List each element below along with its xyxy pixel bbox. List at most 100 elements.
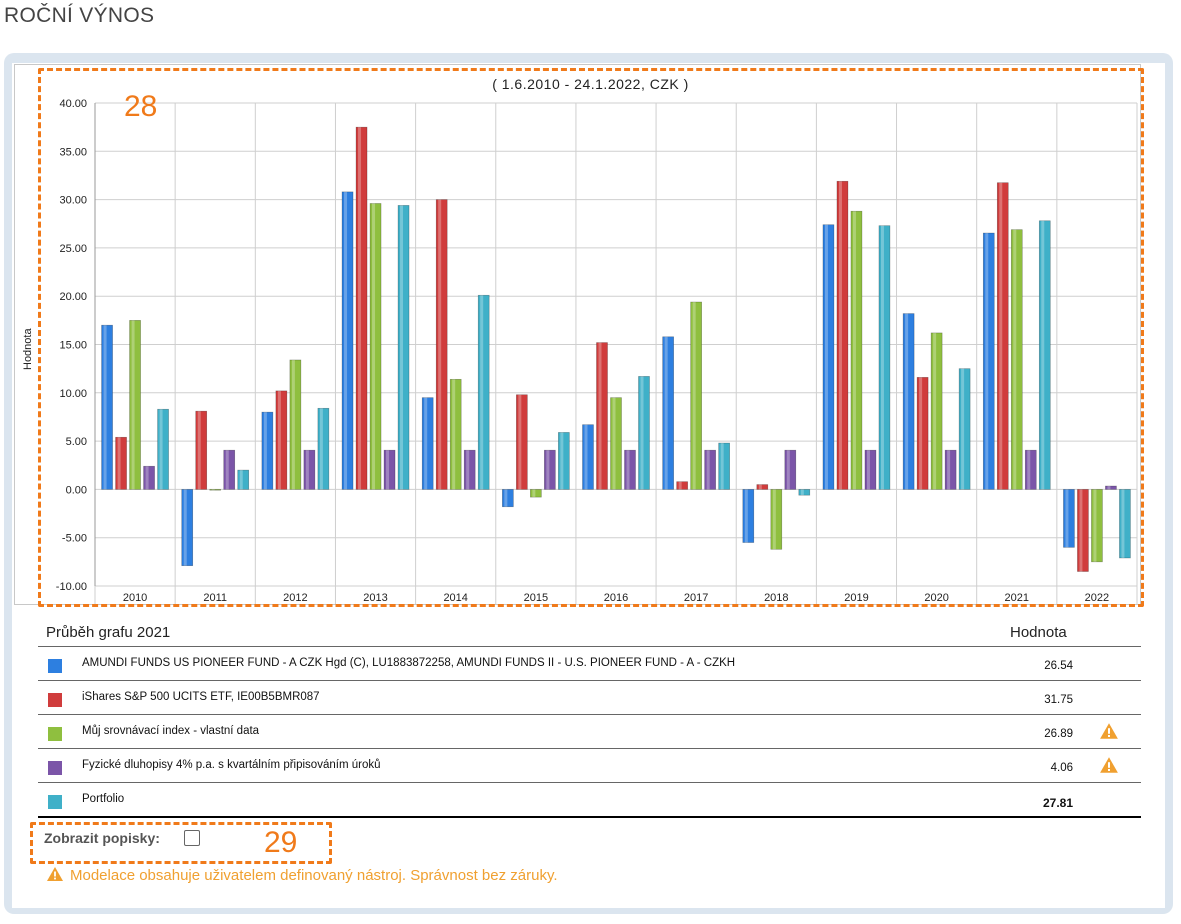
warning-icon bbox=[47, 867, 63, 881]
legend-row: Portfolio 27.81 bbox=[38, 783, 1141, 818]
bar-highlight bbox=[999, 182, 1003, 490]
warning-icon bbox=[1099, 756, 1119, 777]
bar bbox=[610, 397, 622, 490]
bar bbox=[690, 301, 702, 490]
bar-highlight bbox=[824, 224, 828, 490]
bar bbox=[1038, 220, 1051, 490]
legend-value: 26.54 bbox=[1044, 660, 1073, 672]
bar-highlight bbox=[880, 225, 884, 490]
bar bbox=[596, 342, 608, 490]
highlight-box-toggle bbox=[30, 822, 332, 864]
legend-value: 4.06 bbox=[1050, 762, 1073, 774]
bar-highlight bbox=[386, 450, 390, 490]
x-tick-label: 2016 bbox=[604, 592, 628, 604]
legend-row: Fyzické dluhopisy 4% p.a. s kvartálním p… bbox=[38, 749, 1141, 783]
y-tick-label: 10.00 bbox=[59, 388, 87, 400]
x-tick-label: 2010 bbox=[123, 592, 147, 604]
bar bbox=[355, 126, 368, 490]
show-labels-checkbox[interactable] bbox=[184, 830, 200, 846]
y-tick-label: -10.00 bbox=[56, 581, 87, 593]
bar bbox=[502, 489, 514, 508]
x-tick-label: 2015 bbox=[524, 592, 548, 604]
legend-swatch bbox=[48, 795, 62, 809]
bar-highlight bbox=[183, 489, 187, 566]
bar-highlight bbox=[758, 484, 762, 490]
bar bbox=[223, 449, 236, 490]
bar bbox=[916, 377, 929, 490]
bar bbox=[544, 449, 556, 490]
bar bbox=[784, 449, 797, 490]
bar-highlight bbox=[319, 408, 323, 490]
y-tick-label: 40.00 bbox=[59, 98, 87, 110]
legend-row: Můj srovnávací index - vlastní data 26.89 bbox=[38, 715, 1141, 749]
bar-highlight bbox=[905, 313, 909, 490]
bar bbox=[1077, 489, 1089, 572]
bar bbox=[662, 336, 674, 490]
bar-highlight bbox=[678, 481, 682, 490]
bar bbox=[261, 411, 274, 490]
bar-highlight bbox=[1013, 229, 1017, 490]
bar-highlight bbox=[838, 181, 842, 490]
bar bbox=[530, 489, 542, 498]
bar-highlight bbox=[1093, 489, 1097, 562]
legend-swatch bbox=[48, 659, 62, 673]
bar-highlight bbox=[480, 295, 484, 490]
bar-highlight bbox=[504, 489, 508, 507]
bar-highlight bbox=[1121, 489, 1125, 558]
bar bbox=[463, 449, 476, 490]
bar bbox=[303, 449, 316, 490]
bar bbox=[341, 191, 354, 490]
bar-highlight bbox=[584, 424, 588, 490]
bar bbox=[742, 489, 755, 543]
legend-row: iShares S&P 500 UCITS ETF, IE00B5BMR087 3… bbox=[38, 681, 1141, 715]
bar-highlight bbox=[598, 342, 602, 490]
bar-highlight bbox=[772, 489, 776, 550]
page-title: ROČNÍ VÝNOS bbox=[4, 4, 155, 27]
y-tick-label: 20.00 bbox=[59, 291, 87, 303]
bar bbox=[195, 410, 208, 490]
bar bbox=[676, 481, 688, 490]
bar-highlight bbox=[933, 332, 937, 490]
y-tick-label: 15.00 bbox=[59, 340, 87, 352]
bar bbox=[704, 449, 716, 490]
bar-highlight bbox=[985, 233, 989, 490]
bar-highlight bbox=[211, 489, 215, 491]
bar-highlight bbox=[1079, 489, 1083, 572]
bar bbox=[864, 449, 877, 490]
x-tick-label: 2021 bbox=[1005, 592, 1029, 604]
bar-highlight bbox=[263, 412, 267, 490]
bar bbox=[369, 203, 382, 490]
legend-value: 31.75 bbox=[1044, 694, 1073, 706]
bar-highlight bbox=[372, 203, 376, 490]
bar bbox=[275, 390, 288, 490]
bar-highlight bbox=[1027, 450, 1031, 490]
bar bbox=[850, 210, 863, 490]
legend-swatch bbox=[48, 727, 62, 741]
x-tick-label: 2017 bbox=[684, 592, 708, 604]
legend-label: Fyzické dluhopisy 4% p.a. s kvartálním p… bbox=[82, 759, 381, 771]
bar bbox=[317, 407, 330, 490]
show-labels-label: Zobrazit popisky: bbox=[44, 830, 160, 846]
bar bbox=[383, 449, 396, 490]
bar-highlight bbox=[358, 127, 362, 490]
bar-highlight bbox=[852, 211, 856, 490]
bar bbox=[115, 436, 127, 490]
bar bbox=[638, 376, 650, 490]
bar bbox=[582, 424, 594, 490]
bar bbox=[558, 432, 570, 490]
bar bbox=[770, 489, 783, 550]
legend-swatch bbox=[48, 761, 62, 775]
legend-row: AMUNDI FUNDS US PIONEER FUND - A CZK Hgd… bbox=[38, 647, 1141, 681]
bar-highlight bbox=[424, 397, 428, 490]
annotation-number-toggle: 29 bbox=[264, 826, 298, 859]
bar-highlight bbox=[720, 443, 724, 490]
bar-highlight bbox=[159, 409, 163, 490]
bar bbox=[516, 394, 528, 490]
bar-highlight bbox=[640, 376, 644, 490]
chart-area bbox=[14, 64, 1141, 605]
annotation-number-chart: 28 bbox=[124, 90, 158, 123]
x-tick-label: 2018 bbox=[764, 592, 788, 604]
bar bbox=[1119, 489, 1131, 559]
legend-label: Portfolio bbox=[82, 793, 125, 805]
